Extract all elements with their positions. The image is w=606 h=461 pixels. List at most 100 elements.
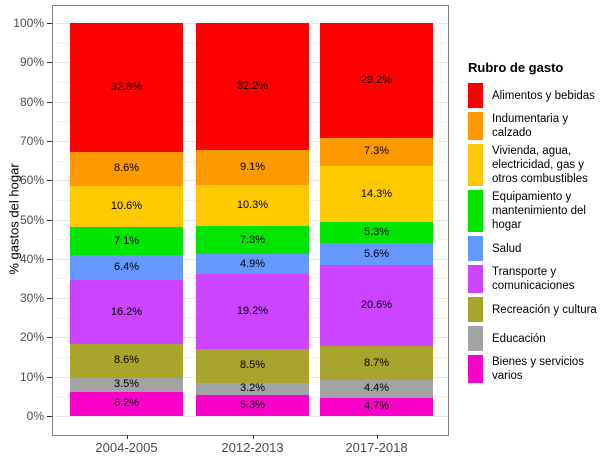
x-tick (126, 435, 128, 439)
segment-value-label: 9.1% (239, 160, 266, 173)
segment-value-label: 20.6% (360, 299, 393, 312)
segment-value-label: 8.5% (239, 359, 266, 372)
y-tick-label: 20% (19, 330, 44, 345)
legend-item-label: Recreación y cultura (492, 303, 597, 316)
segment-value-label: 10.3% (236, 199, 269, 212)
y-tick-label: 30% (19, 291, 44, 306)
legend-color-swatch (468, 83, 483, 108)
segment: 10.6% (70, 185, 183, 228)
y-tick-label: 40% (19, 251, 44, 266)
segment: 16.2% (70, 280, 183, 345)
segment-value-label: 5.6% (363, 247, 390, 260)
segment: 6.4% (70, 255, 183, 281)
legend-item-label: Educación (492, 332, 546, 345)
segment: 7.3% (320, 137, 433, 167)
segment-value-label: 8.6% (113, 162, 140, 175)
y-tick (47, 376, 52, 378)
legend-items: Alimentos y bebidas Indumentaria y calzad… (468, 83, 606, 383)
legend-item-label: Transporte y comunicaciones (492, 266, 575, 292)
x-tick-label: 2004-2005 (95, 440, 158, 455)
y-tick (47, 298, 52, 300)
segment: 5.3% (196, 395, 309, 416)
y-tick (47, 258, 52, 260)
gridline-major (53, 416, 448, 417)
legend-color-swatch (468, 265, 483, 293)
segment-value-label: 8.7% (363, 356, 390, 369)
y-tick (47, 23, 52, 24)
y-tick (47, 140, 52, 142)
segment-value-label: 4.9% (239, 257, 266, 270)
segment-value-label: 19.2% (236, 304, 269, 317)
legend-item-label: Alimentos y bebidas (492, 89, 595, 102)
legend-item: Bienes y servicios varios (468, 355, 606, 383)
legend-color-swatch (468, 355, 483, 383)
segment-value-label: 32.2% (236, 79, 269, 92)
segment: 3.2% (196, 382, 309, 396)
plot-panel: 32.8% 8.6% 10.6% 7.1% 6.4% 16.2% 8.6% 3.5% 6.2% 3… (52, 5, 449, 436)
x-tick-label: 2017-2018 (345, 440, 408, 455)
segment: 7.1% (70, 227, 183, 256)
x-tick-label: 2012-2013 (221, 440, 284, 455)
y-tick-label: 90% (19, 55, 44, 70)
legend-title: Rubro de gasto (468, 60, 564, 75)
legend-item: Equipamiento y mantenimiento del hogar (468, 190, 606, 232)
y-tick-label: 60% (19, 173, 44, 188)
segment: 7.3% (196, 225, 309, 255)
segment: 14.3% (320, 166, 433, 223)
legend-item-label: Indumentaria y calzado (492, 113, 569, 139)
segment: 6.2% (70, 391, 183, 416)
segment: 32.8% (70, 23, 183, 152)
legend-item-label: Salud (492, 242, 522, 255)
segment: 9.1% (196, 149, 309, 186)
y-tick (47, 219, 52, 221)
segment-value-label: 4.4% (363, 382, 390, 395)
segment: 8.6% (70, 344, 183, 378)
y-tick (47, 101, 52, 103)
segment: 5.3% (320, 222, 433, 244)
segment: 4.7% (320, 397, 433, 416)
segment-value-label: 32.8% (110, 80, 143, 93)
y-tick (47, 337, 52, 339)
x-tick (376, 435, 378, 439)
segment-value-label: 4.7% (363, 400, 390, 413)
legend-color-swatch (468, 144, 483, 186)
y-tick-label: 100% (13, 16, 44, 30)
segment-value-label: 3.2% (239, 382, 266, 395)
segment-value-label: 8.6% (113, 354, 140, 367)
segment-value-label: 6.4% (113, 261, 140, 274)
legend-item-label: Vivienda, agua, electricidad, gas y otro… (492, 145, 588, 185)
segment: 4.4% (320, 380, 433, 398)
segment: 5.6% (320, 243, 433, 266)
legend-item: Salud (468, 236, 606, 261)
legend-color-swatch (468, 236, 483, 261)
legend: Rubro de gasto Alimentos y bebidas Indume… (468, 60, 606, 387)
legend-item-label: Bienes y servicios varios (492, 356, 585, 382)
legend-item: Transporte y comunicaciones (468, 265, 606, 293)
segment-value-label: 7.3% (363, 145, 390, 158)
legend-color-swatch (468, 190, 483, 232)
segment-value-label: 5.3% (363, 226, 390, 239)
segment-value-label: 14.3% (360, 187, 393, 200)
segment-value-label: 16.2% (110, 305, 143, 318)
legend-color-swatch (468, 326, 483, 351)
y-tick-label: 10% (19, 369, 44, 384)
legend-item: Vivienda, agua, electricidad, gas y otro… (468, 144, 606, 186)
y-tick-label: 50% (19, 212, 44, 227)
legend-color-swatch (468, 297, 483, 322)
segment: 29.2% (320, 23, 433, 138)
segment: 4.9% (196, 254, 309, 274)
segment-value-label: 29.2% (360, 73, 393, 86)
legend-item: Indumentaria y calzado (468, 112, 606, 140)
y-tick-label: 80% (19, 94, 44, 109)
segment-value-label: 3.5% (113, 378, 140, 391)
bar-2004-2005: 32.8% 8.6% 10.6% 7.1% 6.4% 16.2% 8.6% 3.5% 6.2% (70, 23, 183, 416)
bar-2012-2013: 32.2% 9.1% 10.3% 7.3% 4.9% 19.2% 8.5% 3.2% 5.3% (196, 23, 309, 416)
segment-value-label: 10.6% (110, 200, 143, 213)
legend-item: Recreación y cultura (468, 297, 606, 322)
segment-value-label: 7.3% (239, 233, 266, 246)
legend-item-label: Equipamiento y mantenimiento del hogar (492, 191, 586, 231)
segment: 32.2% (196, 23, 309, 150)
segment-value-label: 5.3% (239, 399, 266, 411)
x-tick (252, 435, 254, 439)
